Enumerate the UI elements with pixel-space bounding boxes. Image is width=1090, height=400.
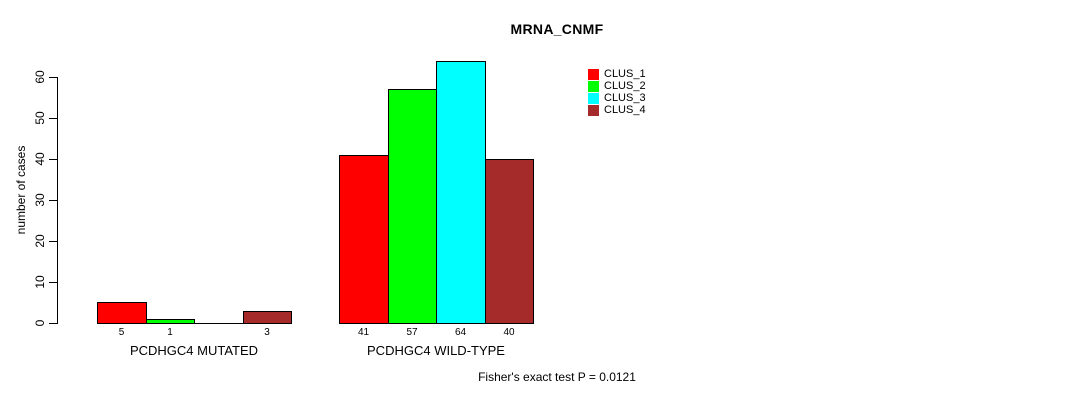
bar-value-label: 57 [406, 327, 418, 338]
legend-swatch [588, 104, 599, 116]
bar-value-label: 3 [264, 327, 270, 338]
bar-value-label: 64 [454, 327, 467, 338]
legend-label: CLUS_2 [604, 80, 646, 92]
y-axis-label: number of cases [14, 145, 28, 235]
stat-annotation: Fisher's exact test P = 0.0121 [478, 370, 636, 384]
legend-swatch [588, 68, 599, 80]
y-tick-label: 10 [33, 275, 47, 289]
bar-clus-2-group2 [388, 89, 437, 324]
bar-clus-1-group1 [97, 302, 147, 324]
legend: CLUS_1 CLUS_2 CLUS_3 CLUS_4 [588, 68, 646, 116]
bar-clus-4-group2 [485, 159, 534, 324]
legend-swatch [588, 80, 599, 92]
y-tick [49, 118, 57, 119]
bar-clus-4-group1 [243, 311, 292, 324]
legend-label: CLUS_1 [604, 68, 646, 80]
y-tick-label: 0 [33, 319, 47, 327]
legend-label: CLUS_4 [604, 104, 646, 116]
y-axis-line [57, 77, 58, 324]
bar-value-label: 40 [503, 327, 515, 338]
x-category-label: PCDHGC4 MUTATED [129, 343, 259, 358]
legend-swatch [588, 92, 599, 104]
y-tick-label: 50 [33, 111, 47, 125]
bar-clus-1-group2 [339, 155, 389, 324]
bar-clus-3-group2 [436, 61, 486, 324]
bar-value-label: 5 [118, 327, 125, 338]
bar-value-label: 1 [167, 327, 173, 338]
y-tick [49, 323, 57, 324]
y-tick [49, 282, 57, 283]
legend-label: CLUS_3 [604, 92, 646, 104]
bar-value-label: 41 [357, 327, 370, 338]
y-tick-label: 20 [33, 234, 47, 248]
bar-clus-3-group1 [194, 323, 244, 324]
bar-clus-2-group1 [146, 319, 195, 324]
legend-item: CLUS_2 [588, 80, 646, 92]
y-tick [49, 159, 57, 160]
y-tick [49, 200, 57, 201]
y-tick-label: 30 [33, 193, 47, 207]
chart-title: MRNA_CNMF [510, 21, 604, 37]
legend-item: CLUS_4 [588, 104, 646, 116]
y-tick [49, 241, 57, 242]
y-tick-label: 60 [33, 70, 47, 84]
y-tick-label: 40 [33, 152, 47, 166]
legend-item: CLUS_3 [588, 92, 646, 104]
x-category-label: PCDHGC4 WILD-TYPE [367, 343, 505, 358]
legend-item: CLUS_1 [588, 68, 646, 80]
y-tick [49, 77, 57, 78]
